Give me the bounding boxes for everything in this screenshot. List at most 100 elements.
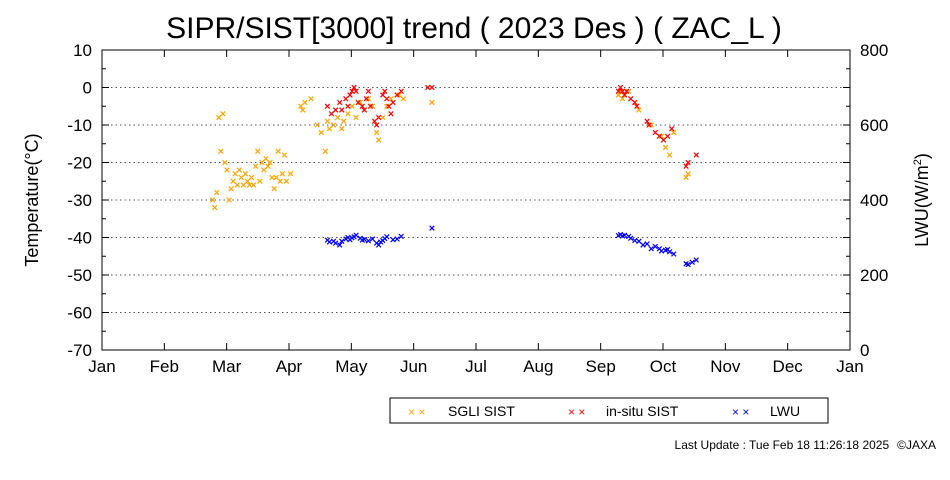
data-point-sgli-sist xyxy=(230,178,236,184)
data-point-in-situ-sist xyxy=(343,96,349,102)
data-point-sgli-sist xyxy=(365,96,372,102)
data-point-sgli-sist xyxy=(322,148,329,154)
data-point-lwu xyxy=(636,238,642,244)
data-point-in-situ-sist xyxy=(621,92,628,98)
data-point-sgli-sist xyxy=(252,163,259,169)
data-point-in-situ-sist xyxy=(634,103,640,109)
data-point-in-situ-sist xyxy=(336,99,343,106)
data-point-sgli-sist xyxy=(234,182,240,188)
y-tick-label: 0 xyxy=(83,79,92,98)
y-tick-label: -70 xyxy=(67,341,92,360)
data-point-lwu xyxy=(658,248,665,254)
y-tick-labels: 10 0 -10 -20 -30 -40 -50 -60 -70 xyxy=(67,41,92,360)
data-point-sgli-sist xyxy=(384,103,390,109)
legend-label-lwu: LWU xyxy=(770,403,800,419)
y-tick-label: -50 xyxy=(67,266,92,285)
data-point-in-situ-sist xyxy=(349,88,355,94)
data-point-sgli-sist xyxy=(380,114,386,121)
data-point-lwu xyxy=(666,249,673,255)
data-point-in-situ-sist xyxy=(660,137,667,143)
data-point-in-situ-sist xyxy=(363,96,370,102)
data-point-sgli-sist xyxy=(375,137,382,143)
data-point-in-situ-sist xyxy=(324,103,331,109)
data-point-sgli-sist xyxy=(283,178,290,184)
data-point-in-situ-sist xyxy=(353,88,359,94)
data-point-in-situ-sist xyxy=(617,84,624,91)
data-point-sgli-sist xyxy=(214,189,220,196)
data-point-lwu xyxy=(648,246,654,252)
data-point-in-situ-sist xyxy=(355,99,361,106)
data-point-in-situ-sist xyxy=(668,126,675,132)
y2-tick-label: 600 xyxy=(860,116,888,135)
y2-axis-label-superscript: 2 xyxy=(912,159,924,165)
last-update-text: Last Update : Tue Feb 18 11:26:18 2025 xyxy=(675,438,890,452)
data-point-sgli-sist xyxy=(277,178,284,184)
data-point-in-situ-sist xyxy=(619,88,626,94)
data-point-lwu xyxy=(384,234,390,240)
legend-marker-sgli: × × xyxy=(408,405,425,419)
data-point-sgli-sist xyxy=(218,148,224,154)
data-point-lwu xyxy=(369,236,376,242)
data-point-sgli-sist xyxy=(373,129,380,136)
y-tick-label: -10 xyxy=(67,116,92,135)
data-point-sgli-sist xyxy=(224,167,230,173)
y2-tick-labels: 800 600 400 200 0 xyxy=(860,41,888,360)
data-point-sgli-sist xyxy=(671,129,677,136)
gridlines xyxy=(102,87,850,313)
data-point-sgli-sist xyxy=(324,118,331,124)
data-point-sgli-sist xyxy=(261,167,267,173)
axis-ticks xyxy=(101,49,851,351)
data-point-in-situ-sist xyxy=(615,88,622,94)
data-point-in-situ-sist xyxy=(365,88,372,94)
data-point-sgli-sist xyxy=(257,178,263,184)
data-point-lwu xyxy=(652,243,659,250)
data-point-sgli-sist xyxy=(269,174,275,181)
data-point-in-situ-sist xyxy=(644,118,650,124)
data-point-lwu xyxy=(394,236,400,242)
data-point-sgli-sist xyxy=(334,114,341,121)
data-point-in-situ-sist xyxy=(623,88,630,94)
data-point-lwu xyxy=(332,240,339,246)
data-point-sgli-sist xyxy=(330,122,337,128)
data-point-lwu xyxy=(429,225,435,231)
data-point-sgli-sist xyxy=(259,159,265,166)
data-point-sgli-sist xyxy=(353,114,359,121)
data-point-sgli-sist xyxy=(396,92,402,98)
data-point-sgli-sist xyxy=(220,111,226,117)
data-point-in-situ-sist xyxy=(388,111,394,117)
data-point-in-situ-sist xyxy=(683,163,689,169)
legend-label-sgli: SGLI SIST xyxy=(448,403,515,419)
data-point-sgli-sist xyxy=(250,182,257,188)
data-point-lwu xyxy=(632,237,638,244)
data-point-sgli-sist xyxy=(400,96,406,102)
y2-axis-label-close: ) xyxy=(912,153,932,159)
y2-axis-label: LWU(W/m2) xyxy=(912,153,932,247)
data-point-in-situ-sist xyxy=(627,96,634,102)
data-point-in-situ-sist xyxy=(632,99,638,106)
chart-title: SIPR/SIST[3000] trend ( 2023 Des ) ( ZAC… xyxy=(166,12,782,45)
x-tick-label: Dec xyxy=(773,357,804,376)
y2-tick-label: 0 xyxy=(860,341,869,360)
data-point-in-situ-sist xyxy=(384,96,390,102)
data-point-sgli-sist xyxy=(263,156,269,162)
legend-item-lwu: × × LWU xyxy=(732,403,800,419)
data-point-in-situ-sist xyxy=(361,107,368,113)
data-point-in-situ-sist xyxy=(386,103,392,109)
data-point-in-situ-sist xyxy=(390,99,396,106)
data-point-sgli-sist xyxy=(345,111,351,117)
x-tick-label: Jul xyxy=(465,357,487,376)
data-point-lwu xyxy=(627,235,634,241)
data-point-sgli-sist xyxy=(685,171,691,177)
x-tick-label: May xyxy=(335,357,368,376)
data-point-lwu xyxy=(353,232,359,238)
x-tick-label: Sep xyxy=(586,357,616,376)
data-point-in-situ-sist xyxy=(375,114,382,121)
data-point-in-situ-sist xyxy=(693,152,700,158)
data-point-sgli-sist xyxy=(619,96,626,102)
legend-label-insitu: in-situ SIST xyxy=(606,403,679,419)
data-point-in-situ-sist xyxy=(656,133,663,139)
data-point-sgli-sist xyxy=(228,186,234,192)
data-point-sgli-sist xyxy=(238,174,245,181)
data-point-sgli-sist xyxy=(683,174,689,181)
